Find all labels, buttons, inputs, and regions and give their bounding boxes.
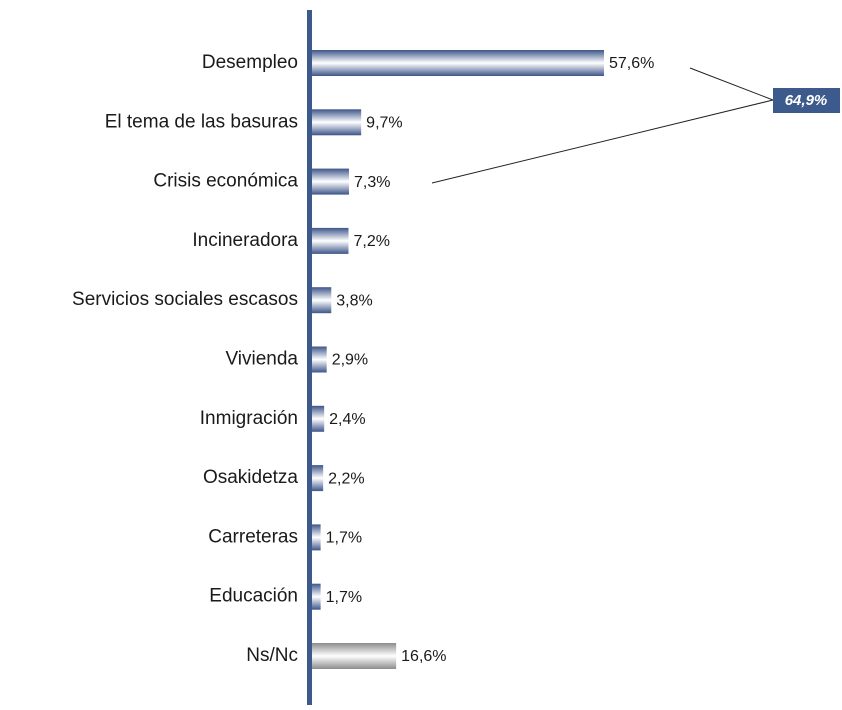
category-label: Crisis económica <box>153 171 298 192</box>
value-label: 9,7% <box>366 115 402 132</box>
bar <box>312 583 321 610</box>
category-label: Carreteras <box>208 526 298 547</box>
annotation-box <box>773 88 840 113</box>
bar <box>312 346 327 373</box>
value-label: 2,9% <box>332 352 368 369</box>
value-label: 2,4% <box>329 411 365 428</box>
annotation: 64,9% <box>785 92 828 109</box>
category-label: Servicios sociales escasos <box>72 289 298 310</box>
bar <box>312 109 362 136</box>
bar <box>312 465 324 492</box>
bar <box>312 405 325 432</box>
bar <box>312 287 332 314</box>
bar <box>312 50 604 76</box>
category-label: Inmigración <box>200 408 298 429</box>
category-label: Desempleo <box>202 52 298 73</box>
category-label: El tema de las basuras <box>105 111 298 132</box>
category-label: Educación <box>209 586 298 607</box>
bar <box>312 524 321 551</box>
category-label: Osakidetza <box>203 467 298 488</box>
category-label: Incineradora <box>192 230 298 251</box>
bar <box>312 168 350 195</box>
bar <box>312 643 397 669</box>
connector-line <box>689 67 774 101</box>
value-label: 2,2% <box>328 470 364 487</box>
value-label: 7,3% <box>354 174 390 191</box>
axis-line <box>307 10 312 705</box>
value-label: 7,2% <box>354 233 390 250</box>
value-label: 3,8% <box>336 292 372 309</box>
value-label: 16,6% <box>401 648 446 665</box>
bar <box>312 227 349 254</box>
connector-line <box>431 99 774 184</box>
value-label: 1,7% <box>326 589 362 606</box>
category-label: Vivienda <box>225 349 298 370</box>
category-label: Ns/Nc <box>246 645 298 666</box>
value-label: 57,6% <box>609 55 654 72</box>
value-label: 1,7% <box>326 530 362 547</box>
